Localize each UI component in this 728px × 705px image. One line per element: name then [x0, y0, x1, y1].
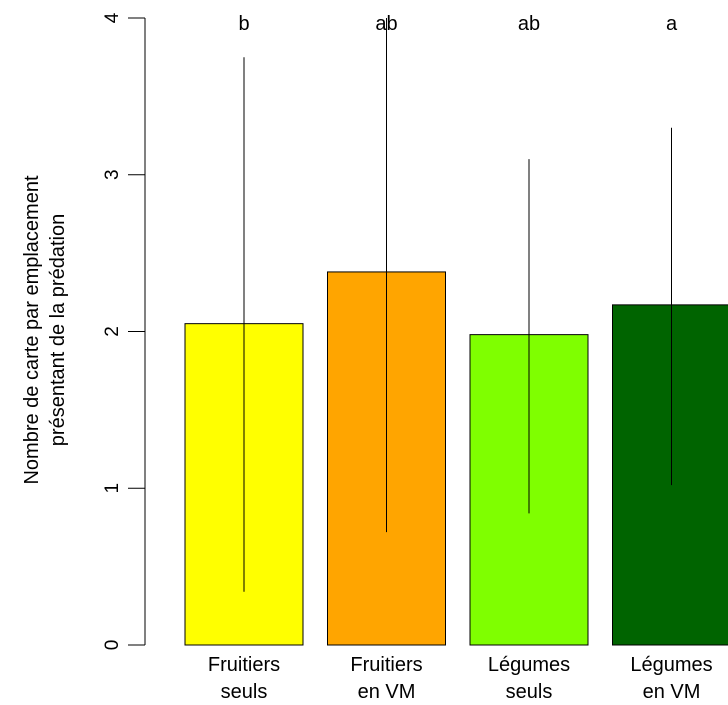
- y-tick-label: 2: [102, 326, 123, 337]
- category-label: en VM: [643, 681, 701, 703]
- y-tick-label: 1: [102, 483, 123, 494]
- y-axis-label-line: présentant de la prédation: [47, 214, 69, 446]
- significance-letter: b: [238, 13, 249, 35]
- y-axis-label: Nombre de carte par emplacement présentan…: [21, 175, 69, 484]
- category-label: Fruitiers: [350, 654, 422, 676]
- significance-letter: ab: [375, 13, 397, 35]
- error-bars: [243, 18, 672, 592]
- category-label: seuls: [221, 681, 268, 703]
- significance-letter: a: [666, 13, 678, 35]
- bar: [612, 304, 728, 646]
- y-axis-label-line: Nombre de carte par emplacement: [21, 175, 43, 484]
- y-tick-label: 4: [102, 12, 123, 23]
- category-label: en VM: [358, 681, 416, 703]
- category-label: Légumes: [488, 654, 570, 676]
- category-label: Fruitiers: [208, 654, 280, 676]
- bars: [184, 271, 728, 646]
- y-tick-label: 3: [102, 169, 123, 180]
- category-label: seuls: [506, 681, 553, 703]
- y-tick-label: 0: [102, 640, 123, 651]
- significance-letter: ab: [518, 13, 540, 35]
- y-axis: 0 1 2 3 4: [102, 12, 146, 651]
- category-label: Légumes: [630, 654, 712, 676]
- significance-letters: b ab ab a: [238, 13, 678, 35]
- category-labels: Fruitiers seuls Fruitiers en VM Légumes seuls…: [208, 654, 713, 703]
